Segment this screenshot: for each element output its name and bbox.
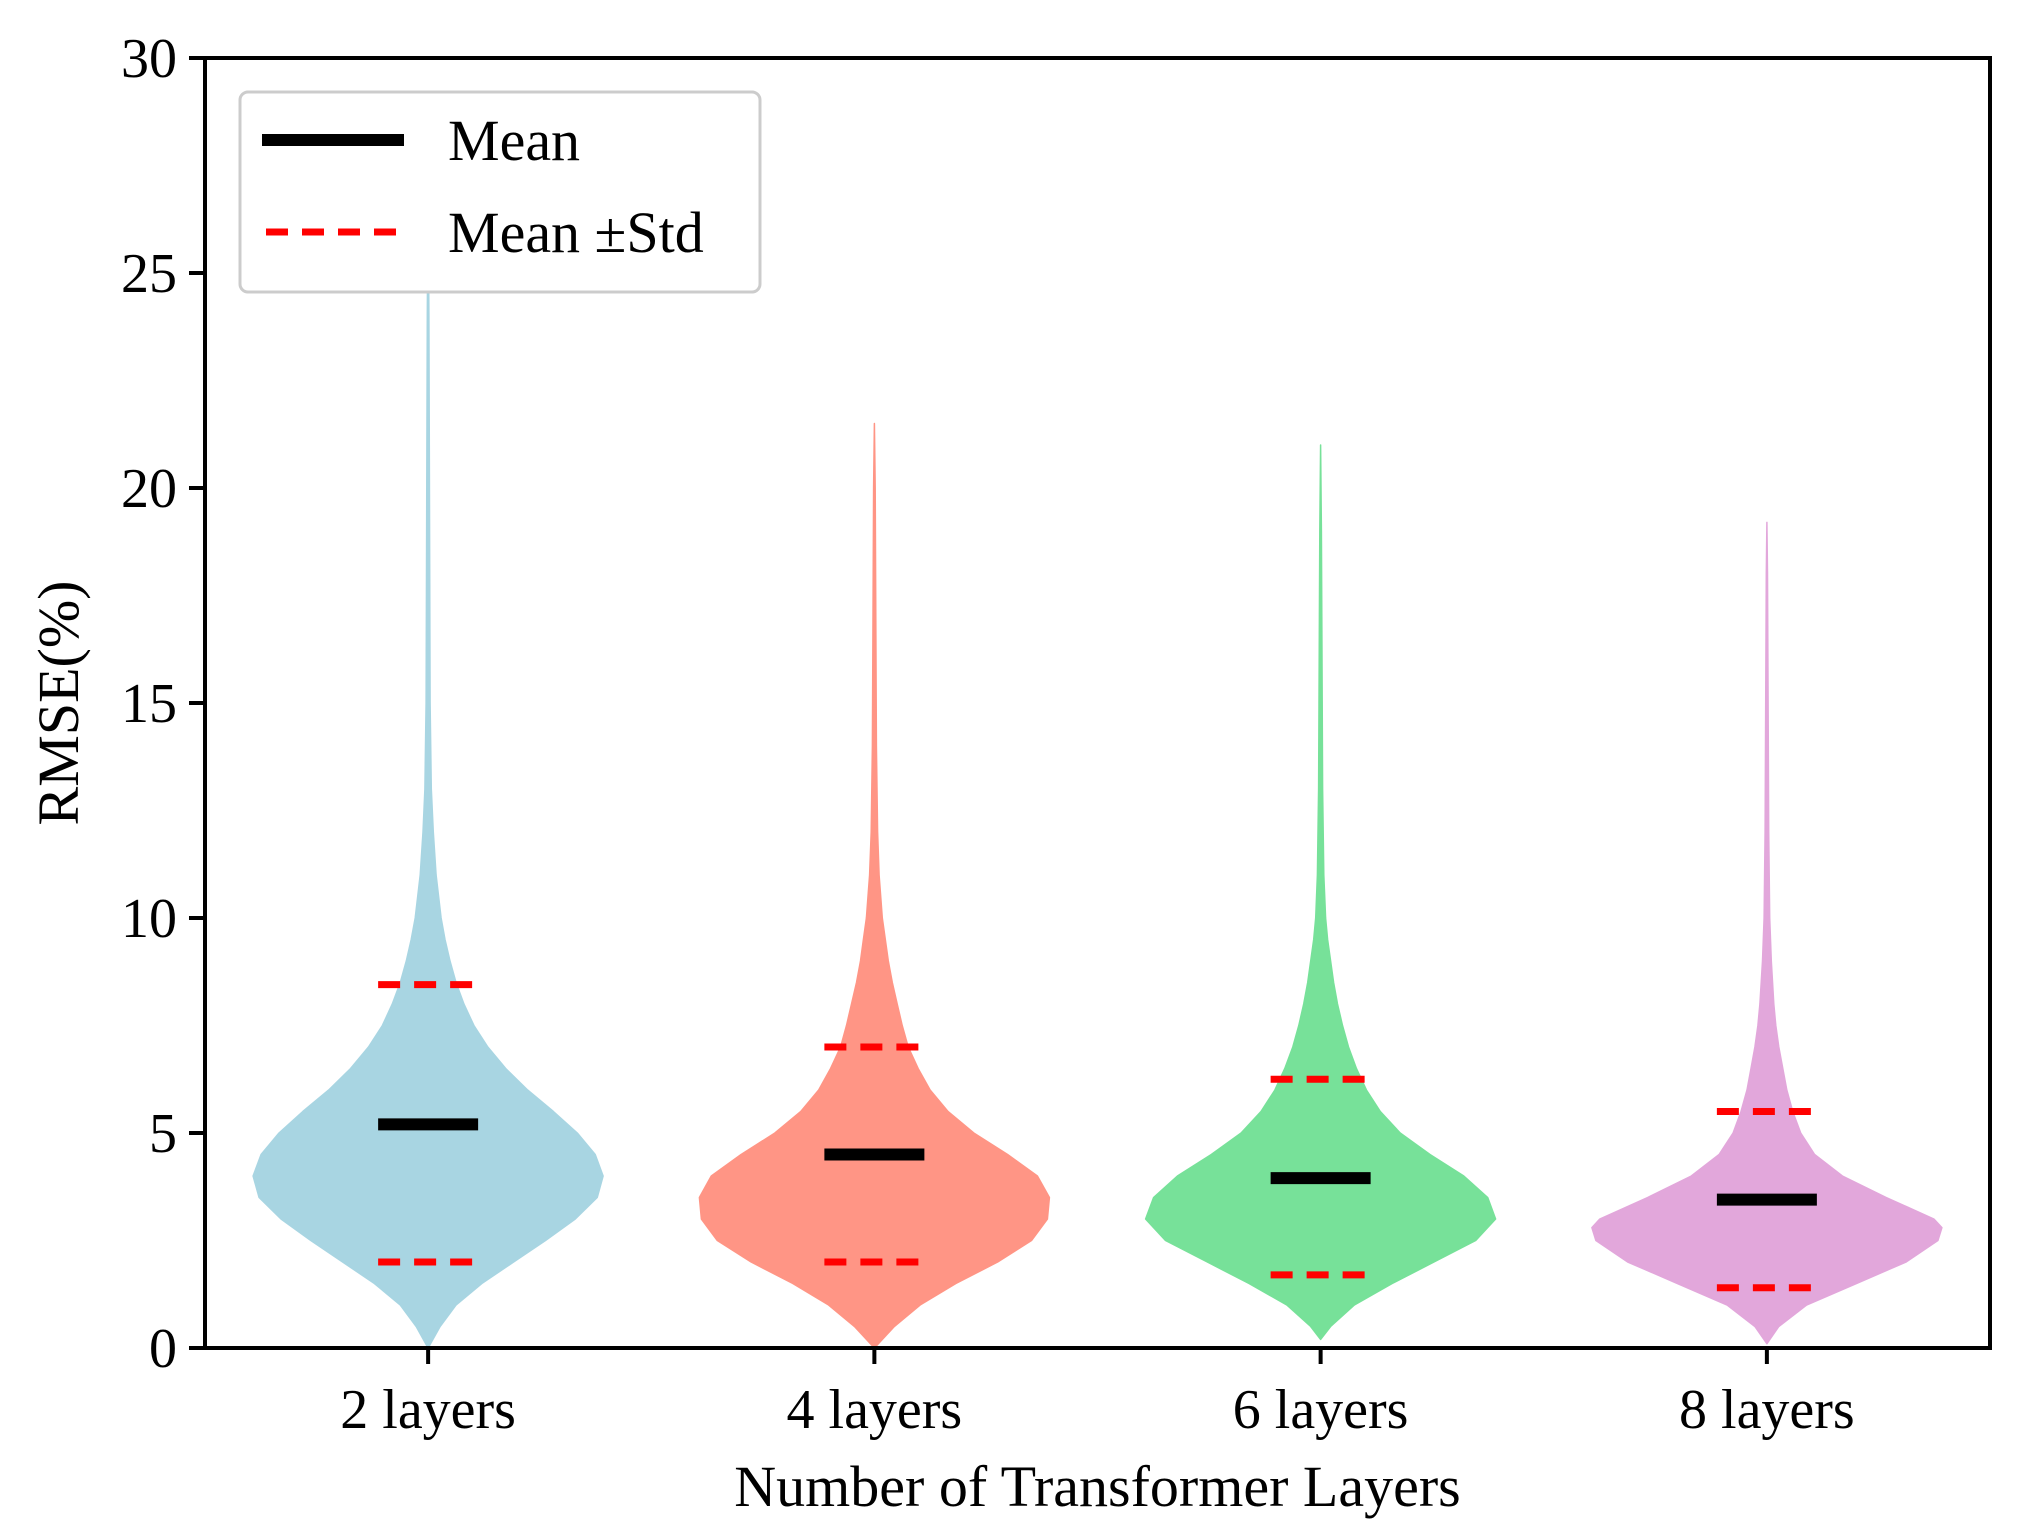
y-tick-label: 0 [149, 1318, 177, 1380]
legend: Mean Mean ±Std [238, 90, 762, 294]
x-tick-label: 8 layers [1679, 1379, 1855, 1441]
y-tick-label: 20 [121, 458, 177, 520]
violin-body [252, 186, 604, 1349]
y-tick-label: 5 [149, 1103, 177, 1165]
y-tick-label: 15 [121, 673, 177, 735]
x-tick-label: 4 layers [787, 1379, 963, 1441]
x-axis: 2 layers 4 layers 6 layers 8 layers [340, 1348, 1855, 1441]
x-axis-label: Number of Transformer Layers [734, 1454, 1460, 1519]
marker-layer [378, 981, 1817, 1292]
violin-body [1591, 521, 1943, 1345]
legend-mean-label: Mean [448, 108, 580, 173]
y-tick-label: 10 [121, 888, 177, 950]
x-tick-label: 2 layers [340, 1379, 516, 1441]
y-tick-label: 30 [121, 28, 177, 90]
legend-std-label: Mean ±Std [448, 200, 704, 265]
x-tick-label: 6 layers [1233, 1379, 1409, 1441]
violin-layer [252, 186, 1943, 1349]
violin-body [698, 422, 1051, 1349]
y-axis: 0 5 10 15 20 25 30 [121, 28, 205, 1380]
y-tick-label: 25 [121, 243, 177, 305]
y-axis-label: RMSE(%) [26, 581, 91, 826]
violin-body [1144, 444, 1497, 1341]
